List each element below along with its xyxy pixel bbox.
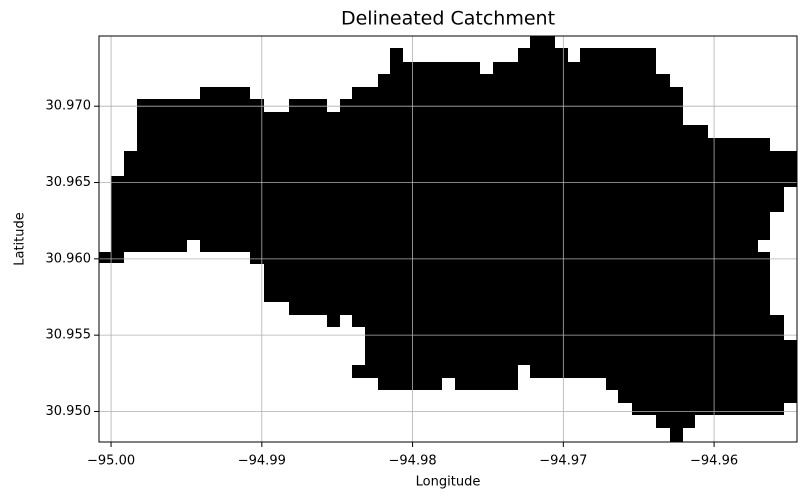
y-tick-label: 30.960 [46,251,92,266]
x-tick-label: −95.00 [87,454,135,469]
y-tick-label: 30.970 [46,99,92,114]
catchment [99,36,797,442]
x-axis-label: Longitude [416,475,481,490]
chart-title: Delineated Catchment [341,8,555,30]
y-tick-label: 30.965 [46,175,92,190]
y-tick-label: 30.950 [46,404,92,419]
y-tick-label: 30.955 [46,328,92,343]
x-tick-label: −94.99 [238,454,286,469]
x-tick-label: −94.98 [389,454,437,469]
x-tick-label: −94.96 [690,454,738,469]
y-axis-label: Latitude [13,212,28,266]
x-tick-label: −94.97 [539,454,587,469]
plot-frame [98,35,798,443]
